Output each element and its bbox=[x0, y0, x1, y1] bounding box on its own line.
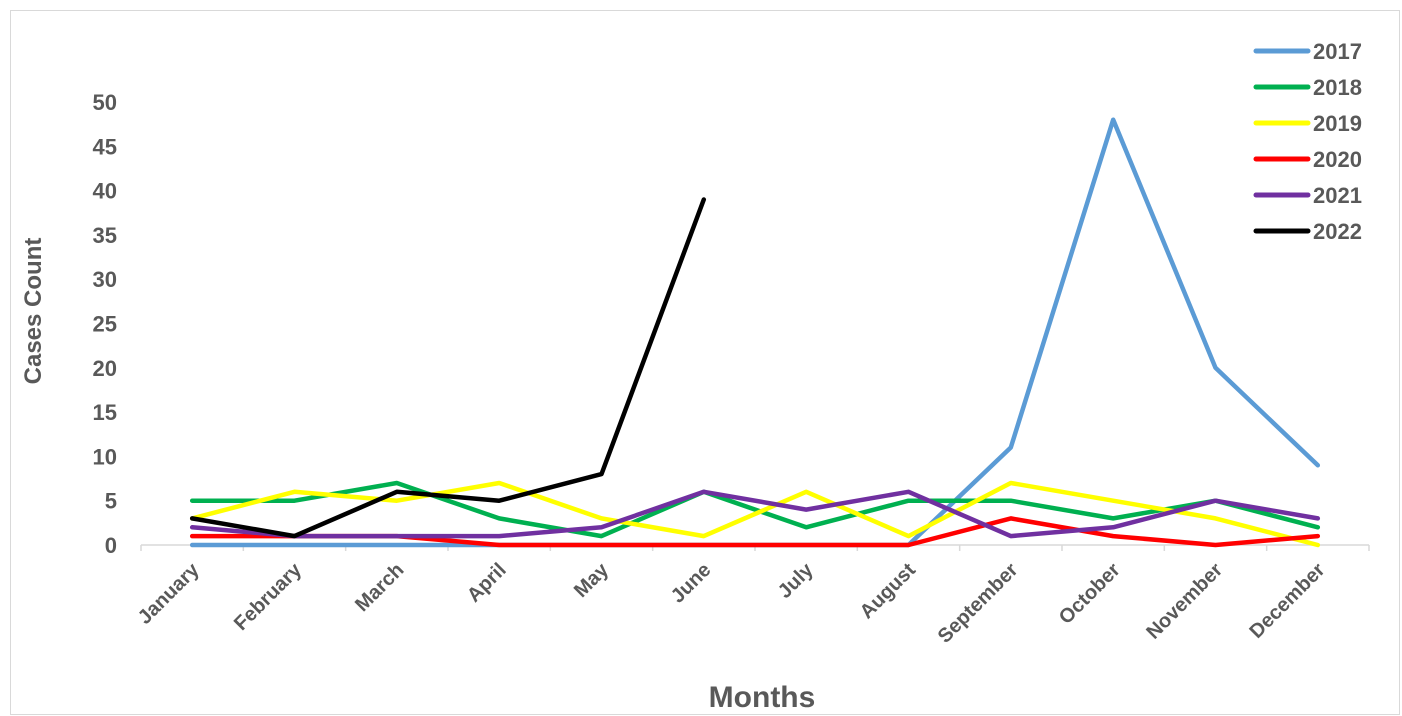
y-tick-label: 20 bbox=[93, 356, 117, 381]
x-tick-label: May bbox=[570, 558, 614, 602]
legend: 2017 2018 2019 2020 2021 2022 bbox=[1253, 39, 1362, 244]
series-line-2017 bbox=[189, 117, 1321, 548]
legend-label: 2017 bbox=[1313, 39, 1362, 64]
legend-label: 2018 bbox=[1313, 75, 1362, 100]
x-tick-label: July bbox=[774, 558, 818, 602]
y-tick-label: 5 bbox=[105, 489, 117, 514]
y-tick-label: 10 bbox=[93, 444, 117, 469]
y-tick-label: 50 bbox=[93, 90, 117, 115]
x-tick-label: April bbox=[463, 559, 511, 607]
y-tick-label: 40 bbox=[93, 179, 117, 204]
x-tick-label: December bbox=[1245, 559, 1329, 643]
x-tick-label: September bbox=[934, 559, 1023, 648]
x-axis-title: Months bbox=[709, 681, 816, 714]
y-tick-label: 25 bbox=[93, 312, 117, 337]
y-axis-title: Cases Count bbox=[20, 238, 47, 385]
x-tick-label: August bbox=[856, 559, 921, 624]
legend-label: 2020 bbox=[1313, 147, 1362, 172]
y-tick-label: 45 bbox=[93, 134, 117, 159]
x-axis-tick-labels: January February March April May June July Augu… bbox=[134, 558, 1330, 647]
y-tick-label: 15 bbox=[93, 400, 117, 425]
legend-label: 2021 bbox=[1313, 183, 1362, 208]
series-line-2020 bbox=[189, 516, 1321, 548]
x-tick-label: October bbox=[1055, 559, 1125, 629]
y-tick-label: 35 bbox=[93, 223, 117, 248]
x-tick-label: November bbox=[1142, 559, 1227, 644]
series-lines bbox=[189, 117, 1321, 548]
x-tick-label: June bbox=[667, 559, 716, 608]
legend-label: 2022 bbox=[1313, 219, 1362, 244]
series-line-2021 bbox=[189, 489, 1321, 539]
x-tick-label: January bbox=[134, 558, 204, 628]
x-tick-label: March bbox=[351, 559, 408, 616]
y-axis-tick-labels: 0 5 10 15 20 25 30 35 40 45 50 bbox=[93, 90, 117, 558]
chart-frame: 0 5 10 15 20 25 30 35 40 45 50 January February Marc… bbox=[10, 10, 1400, 715]
series-line-2022 bbox=[189, 197, 707, 539]
series-line-2018 bbox=[189, 480, 1321, 539]
line-chart: 0 5 10 15 20 25 30 35 40 45 50 January February Marc… bbox=[20, 39, 1370, 714]
y-tick-label: 0 bbox=[105, 533, 117, 558]
legend-label: 2019 bbox=[1313, 111, 1362, 136]
y-tick-label: 30 bbox=[93, 267, 117, 292]
x-tick-label: February bbox=[230, 558, 307, 635]
